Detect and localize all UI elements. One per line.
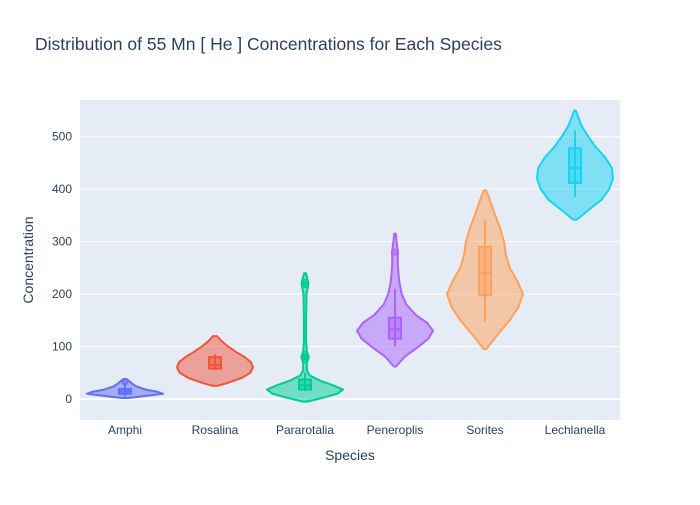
violins [86,109,614,403]
violin-peneroplis [356,232,434,368]
violin-pararotalia [266,272,344,403]
outlier-point [391,248,399,256]
x-axis-title: Species [325,447,375,463]
y-tick-label: 200 [52,287,72,301]
y-tick-label: 100 [52,340,72,354]
y-tick-label: 400 [52,182,72,196]
x-tick-label: Rosalina [192,423,239,437]
violin-amphi [86,378,164,399]
y-axis-title: Concentration [20,216,36,303]
x-tick-label: Peneroplis [367,423,424,437]
outlier-point [301,350,309,358]
box-iqr [208,356,222,370]
outlier-point [301,279,309,287]
x-tick-label: Pararotalia [276,423,334,437]
violin-rosalina [176,335,254,387]
x-tick-labels: Amphi Rosalina Pararotalia Peneroplis Sorite… [108,423,606,437]
grid-lines [80,136,620,401]
plot-area [80,100,620,420]
box-iqr [478,245,492,297]
x-tick-label: Amphi [108,423,142,437]
violin-sorites [446,189,524,351]
x-tick-label: Lechlanella [545,423,606,437]
violin-body [266,272,344,403]
outlier-point [121,378,129,386]
y-tick-label: 300 [52,235,72,249]
y-tick-labels: 0 100 200 300 400 500 [52,130,72,406]
violin-lechlanella [536,109,614,221]
box-iqr [388,316,402,340]
chart-title: Distribution of 55 Mn [ He ] Concentrati… [35,34,502,54]
box-iqr [568,147,582,184]
y-tick-label: 500 [52,130,72,144]
y-tick-label: 0 [65,392,72,406]
x-tick-label: Sorites [466,423,503,437]
